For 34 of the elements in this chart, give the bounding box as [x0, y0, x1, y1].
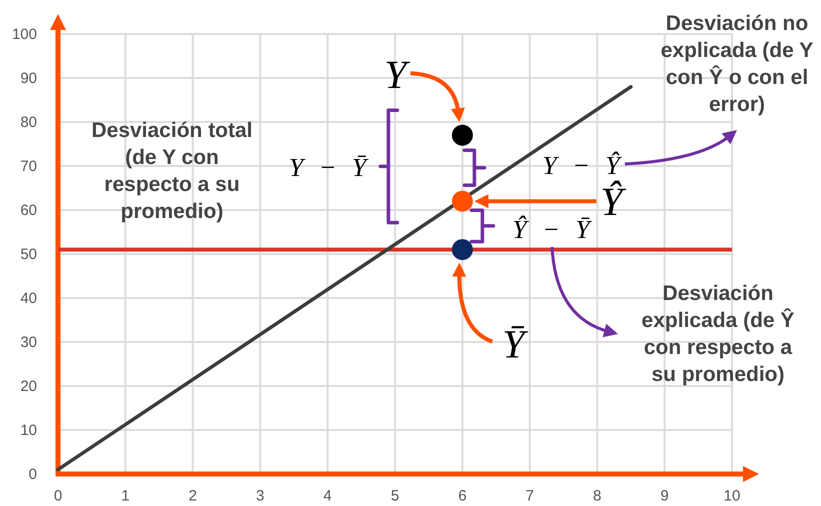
x-tick-label: 1	[121, 488, 130, 505]
x-tick-label: 6	[458, 488, 467, 505]
annotation: Ȳ	[502, 322, 528, 367]
x-tick-label: 2	[188, 488, 197, 505]
annotation: Ŷ	[600, 179, 626, 224]
y-tick-label: 20	[20, 378, 37, 395]
y-tick-label: 100	[12, 26, 37, 43]
annotation: Y − Ŷ	[542, 151, 622, 180]
x-tick-label: 3	[256, 488, 264, 505]
y-tick-label: 60	[20, 202, 37, 219]
y-tick-label: 10	[20, 422, 37, 439]
x-tick-label: 9	[660, 488, 669, 505]
point	[452, 124, 473, 146]
y-tick-label: 70	[20, 158, 37, 175]
annotation: Ŷ − Ȳ	[512, 215, 592, 244]
annotation: Y	[384, 52, 410, 98]
annotation: Desviación no explicada (de Y con Ŷ o con el error)	[660, 12, 814, 116]
point	[452, 239, 473, 260]
x-tick-label: 10	[724, 488, 740, 505]
y-tick-label: 40	[20, 290, 37, 307]
annotation: Desviación total (de Y con respecto a su promedio)	[91, 119, 253, 223]
annotation: Y − Ȳ	[288, 153, 369, 182]
x-tick-label: 5	[390, 488, 400, 505]
y-tick-label: 30	[20, 334, 37, 351]
annotation: Desviación explicada (de Ŷ con respecto a su promedio)	[642, 282, 794, 386]
y-tick-label: 50	[20, 246, 37, 263]
y-tick-label: 80	[20, 114, 37, 131]
x-tick-label: 7	[526, 488, 534, 505]
x-tick-label: 0	[54, 488, 62, 505]
x-tick-label: 4	[323, 488, 332, 505]
y-tick-label: 90	[20, 70, 37, 87]
y-tick-label: 0	[28, 466, 37, 483]
point	[452, 190, 473, 212]
x-tick-label: 8	[593, 488, 602, 505]
